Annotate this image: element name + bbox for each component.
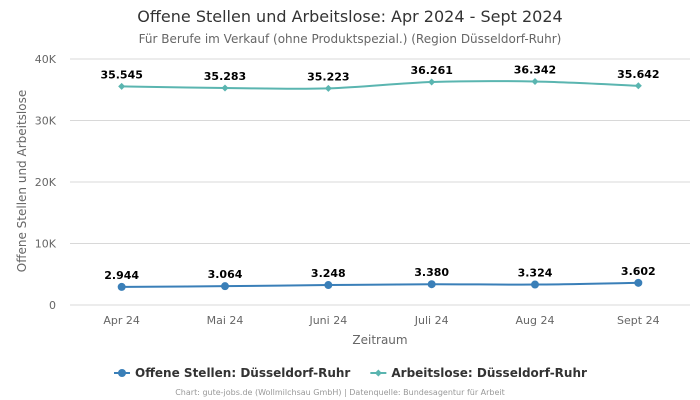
y-tick-label: 10K [35,238,57,251]
data-label: 2.944 [104,269,139,282]
data-point [634,278,643,287]
x-tick-label: Juni 24 [308,314,347,327]
series-1: 2.944 3.064 3.248 3.380 3.324 3.602 [103,263,657,291]
x-tick-label: Apr 24 [103,314,140,327]
data-label: 36.342 [514,63,556,76]
legend-label: Offene Stellen: Düsseldorf-Ruhr [135,366,350,380]
data-point [324,281,333,290]
series-2: 35.545 35.283 35.223 36.261 36.342 35.642 [99,62,661,92]
chart-credits: Chart: gute-jobs.de (Wollmilchsau GmbH) … [175,388,505,397]
data-point [428,78,436,86]
data-label: 35.545 [100,68,142,81]
data-label: 3.324 [518,267,553,280]
data-label: 35.223 [307,70,349,83]
data-point [531,280,539,289]
data-label: 35.642 [617,68,659,81]
legend: Offene Stellen: Düsseldorf-Ruhr Arbeitslo… [114,366,587,380]
data-point [117,282,126,291]
chart-subtitle: Für Berufe im Verkauf (ohne Produktspezi… [139,32,562,46]
legend-item-1[interactable]: Offene Stellen: Düsseldorf-Ruhr [114,366,350,380]
data-point [324,84,332,92]
data-label: 36.261 [410,64,452,77]
grid-lines [70,58,690,306]
legend-marker [118,369,126,377]
y-tick-label: 20K [35,176,57,189]
y-tick-label: 30K [35,115,57,128]
data-label: 35.283 [204,70,246,83]
y-axis-ticks: 0 10K 20K 30K 40K [35,53,57,312]
legend-marker [374,369,382,377]
legend-label: Arbeitslose: Düsseldorf-Ruhr [391,366,587,380]
data-point [118,82,126,90]
x-tick-label: Juli 24 [414,314,449,327]
y-tick-label: 0 [49,299,56,312]
data-label: 3.064 [208,268,243,281]
y-axis-title: Offene Stellen und Arbeitslose [15,90,29,272]
x-tick-label: Aug 24 [516,314,555,327]
data-point [531,77,539,85]
data-point [634,82,642,90]
data-point [427,280,436,289]
data-label: 3.380 [414,266,449,279]
x-axis-ticks: Apr 24 Mai 24 Juni 24 Juli 24 Aug 24 Sept 24 [103,314,659,327]
x-axis-title: Zeitraum [352,333,407,347]
chart-title: Offene Stellen und Arbeitslose: Apr 2024… [137,7,562,26]
legend-item-2[interactable]: Arbeitslose: Düsseldorf-Ruhr [370,366,587,380]
data-label: 3.248 [311,267,346,280]
series-line [121,281,639,288]
data-label: 3.602 [621,265,656,278]
y-tick-label: 40K [35,53,57,66]
data-point [221,282,229,291]
x-tick-label: Mai 24 [207,314,244,327]
series-layer: 2.944 3.064 3.248 3.380 3.324 3.602 35.545 35.2… [99,62,661,291]
series-line [121,80,639,90]
x-tick-label: Sept 24 [617,314,660,327]
data-point [221,84,229,92]
